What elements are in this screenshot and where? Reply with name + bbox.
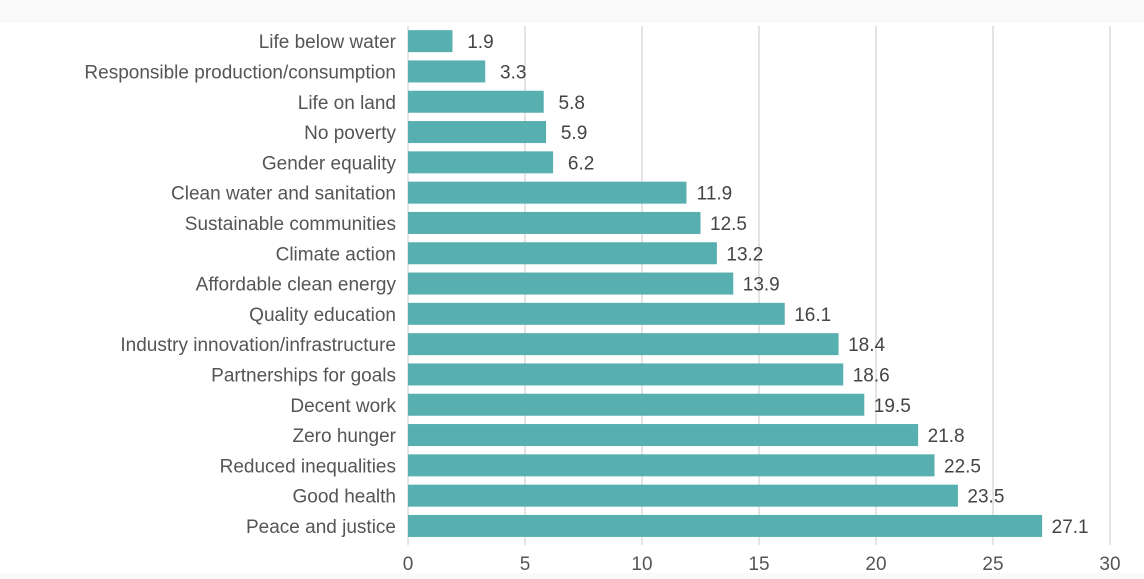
x-tick-label: 15 — [748, 554, 769, 575]
x-tick-label: 20 — [865, 554, 886, 575]
bars — [408, 30, 1043, 537]
top-strip — [0, 0, 1144, 23]
category-label: Zero hunger — [292, 426, 396, 447]
value-label: 19.5 — [874, 396, 911, 417]
category-label: Partnerships for goals — [211, 365, 396, 386]
bar — [408, 211, 701, 234]
value-label: 16.1 — [794, 305, 831, 326]
category-label: Gender equality — [262, 153, 397, 174]
x-tick-label: 5 — [520, 554, 531, 575]
x-axis-ticks: 0 5 10 15 20 25 30 — [403, 554, 1121, 575]
bar — [408, 363, 844, 386]
bar — [408, 454, 935, 477]
category-label: Reduced inequalities — [220, 456, 396, 477]
bar — [408, 484, 958, 507]
bar — [408, 90, 544, 113]
category-label: Clean water and sanitation — [171, 184, 396, 205]
value-label: 5.9 — [561, 123, 587, 144]
bar — [408, 242, 717, 265]
value-label: 1.9 — [467, 32, 493, 53]
bar — [408, 393, 865, 416]
value-label: 12.5 — [710, 214, 747, 235]
bar — [408, 333, 839, 356]
category-label: Responsible production/consumption — [84, 62, 396, 83]
value-label: 6.2 — [568, 153, 594, 174]
x-tick-label: 10 — [631, 554, 652, 575]
value-label: 11.9 — [697, 184, 733, 205]
value-label: 23.5 — [967, 487, 1004, 508]
value-label: 22.5 — [944, 456, 981, 477]
value-label: 18.4 — [848, 335, 885, 356]
value-label: 21.8 — [928, 426, 965, 447]
category-labels: Life below water Responsible production/c… — [84, 32, 396, 538]
bar — [408, 121, 547, 144]
bar — [408, 151, 554, 174]
category-label: Peace and justice — [246, 517, 396, 538]
category-label: Affordable clean energy — [196, 275, 397, 296]
bar — [408, 424, 919, 447]
x-tick-label: 0 — [403, 554, 414, 575]
x-tick-label: 30 — [1099, 554, 1120, 575]
category-label: Decent work — [290, 396, 396, 417]
bar — [408, 514, 1043, 537]
value-label: 27.1 — [1052, 517, 1089, 538]
category-label: Industry innovation/infrastructure — [120, 335, 396, 356]
bar — [408, 181, 687, 204]
category-label: Life below water — [259, 32, 397, 53]
bar — [408, 30, 453, 53]
bar — [408, 302, 785, 325]
category-label: No poverty — [304, 123, 396, 144]
category-label: Quality education — [249, 305, 396, 326]
category-label: Climate action — [276, 244, 396, 265]
value-label: 13.2 — [726, 244, 763, 265]
category-label: Life on land — [298, 93, 396, 114]
value-label: 3.3 — [500, 62, 526, 83]
bar — [408, 272, 734, 295]
bottom-strip — [0, 573, 1144, 579]
category-label: Sustainable communities — [185, 214, 396, 235]
value-label: 18.6 — [853, 365, 890, 386]
bar — [408, 60, 486, 83]
value-label: 13.9 — [743, 275, 780, 296]
category-label: Good health — [292, 487, 396, 508]
x-tick-label: 25 — [982, 554, 1003, 575]
value-labels: 1.9 3.3 5.8 5.9 6.2 11.9 12.5 13.2 13.9 16.1 18.4 1… — [467, 32, 1088, 538]
value-label: 5.8 — [559, 93, 585, 114]
